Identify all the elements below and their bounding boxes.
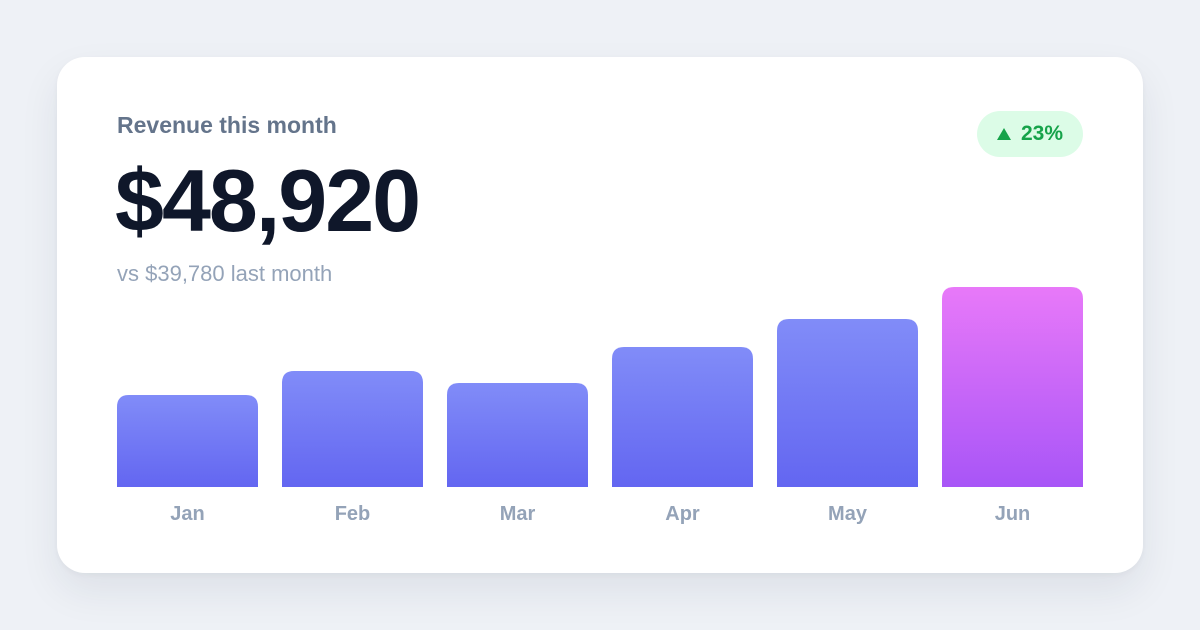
x-tick-label-jun: Jun	[995, 503, 1031, 525]
growth-percentage: 23%	[1020, 122, 1063, 145]
comparison-text: vs $39,780 last month	[117, 261, 333, 286]
bar-apr	[612, 347, 753, 487]
revenue-card: Revenue this month $48,920 vs $39,780 la…	[57, 57, 1143, 573]
bar-mar	[447, 383, 588, 487]
card-label: Revenue this month	[117, 112, 337, 138]
x-tick-label-feb: Feb	[335, 503, 371, 525]
bar-feb	[282, 371, 423, 487]
bar-jun	[942, 287, 1083, 487]
growth-badge: 23%	[976, 111, 1083, 157]
x-tick-label-may: May	[828, 503, 868, 525]
bar-chart-svg: Jan Feb Mar Apr May Jun	[117, 287, 1083, 525]
x-tick-label-apr: Apr	[665, 503, 700, 525]
triangle-up-icon	[996, 127, 1011, 140]
bar-jan	[117, 395, 258, 487]
revenue-bar-chart: Jan Feb Mar Apr May Jun	[117, 257, 1083, 537]
x-tick-label-mar: Mar	[500, 503, 536, 525]
bar-may	[777, 319, 918, 487]
x-tick-label-jan: Jan	[170, 503, 204, 525]
revenue-amount: $48,920	[115, 151, 421, 250]
